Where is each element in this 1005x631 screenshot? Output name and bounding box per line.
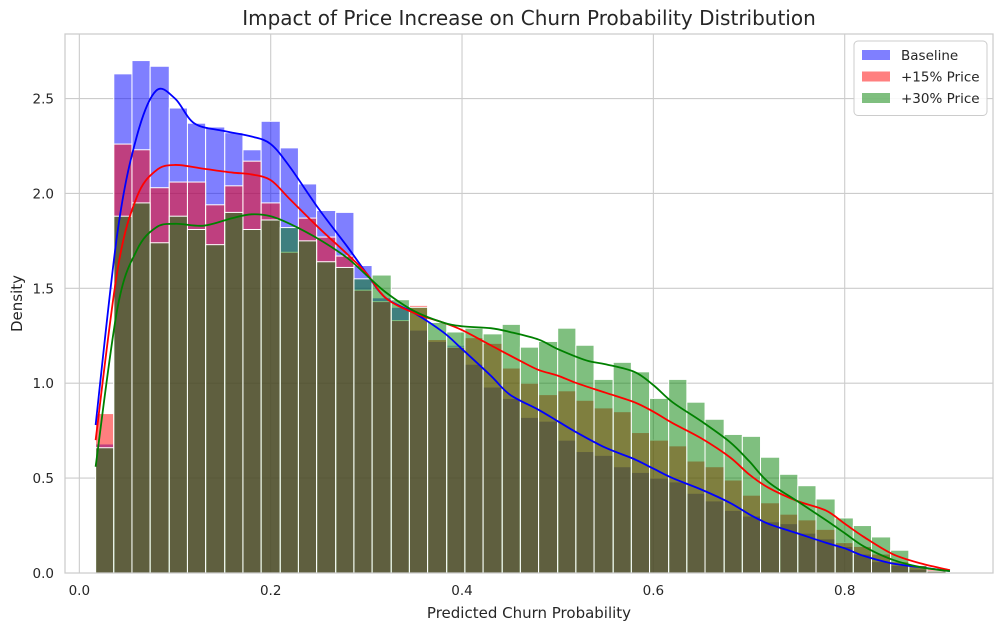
histogram-bar bbox=[168, 215, 188, 574]
histogram-bar bbox=[557, 327, 577, 574]
legend: Baseline +15% Price +30% Price bbox=[853, 40, 988, 116]
y-tick-label: 2.5 bbox=[33, 92, 54, 108]
y-axis-label: Density bbox=[8, 275, 26, 332]
histogram-bar bbox=[335, 266, 355, 574]
histogram-bar bbox=[390, 299, 410, 574]
histogram-bar bbox=[131, 202, 151, 574]
histogram-bar bbox=[316, 261, 337, 574]
histogram-bar bbox=[224, 211, 244, 574]
histogram-bar bbox=[427, 321, 448, 574]
x-tick-label: 0.0 bbox=[69, 583, 90, 599]
histogram-bar bbox=[519, 346, 540, 574]
histogram-bar bbox=[242, 228, 262, 574]
bars-30-price bbox=[95, 202, 947, 574]
y-tick-label: 1.0 bbox=[33, 376, 54, 392]
y-tick-label: 0.0 bbox=[33, 566, 54, 582]
kde-line-30-price bbox=[94, 213, 951, 572]
histogram-bar bbox=[408, 306, 429, 574]
legend-label: +30% Price bbox=[901, 91, 980, 107]
legend-label: +15% Price bbox=[901, 70, 980, 86]
histogram-bar bbox=[593, 378, 614, 574]
y-tick-label: 0.5 bbox=[33, 471, 54, 487]
histogram-bar bbox=[205, 244, 226, 574]
histogram-bar bbox=[482, 333, 503, 574]
y-tick-label: 2.0 bbox=[33, 186, 54, 202]
histogram-bar bbox=[95, 447, 115, 574]
histogram-bar bbox=[538, 340, 559, 574]
y-axis-ticks: 0.0 0.5 1.0 1.5 2.0 2.5 bbox=[33, 92, 54, 582]
histogram-bars bbox=[95, 60, 947, 574]
histogram-bar bbox=[797, 485, 817, 574]
x-tick-label: 0.4 bbox=[451, 583, 472, 599]
x-axis-label: Predicted Churn Probability bbox=[427, 604, 631, 622]
histogram-bar bbox=[260, 219, 281, 574]
legend-swatch bbox=[862, 71, 890, 82]
histogram-bar bbox=[446, 331, 466, 574]
kde-line-baseline bbox=[94, 87, 951, 572]
x-tick-label: 0.8 bbox=[834, 583, 855, 599]
legend-label: Baseline bbox=[901, 48, 958, 64]
legend-swatch bbox=[862, 93, 890, 103]
histogram-bar bbox=[779, 473, 799, 574]
histogram-bar bbox=[668, 378, 688, 574]
histogram-bar bbox=[186, 228, 207, 574]
histogram-bar bbox=[279, 227, 299, 574]
histogram-bar bbox=[501, 323, 521, 574]
histogram-bar bbox=[297, 240, 318, 574]
kde-curves bbox=[94, 87, 951, 572]
histogram-bar bbox=[371, 274, 392, 574]
legend-swatch bbox=[862, 50, 890, 60]
histogram-bar bbox=[760, 456, 781, 574]
x-axis-ticks: 0.0 0.2 0.4 0.6 0.8 bbox=[69, 583, 856, 599]
chart-title: Impact of Price Increase on Churn Probab… bbox=[242, 6, 816, 30]
histogram-bar bbox=[575, 344, 595, 574]
y-tick-label: 1.5 bbox=[33, 281, 54, 297]
histogram-bar bbox=[612, 361, 632, 574]
histogram-bar bbox=[353, 278, 373, 574]
x-tick-label: 0.6 bbox=[643, 583, 664, 599]
histogram-bar bbox=[649, 397, 670, 574]
histogram-bar bbox=[149, 242, 170, 574]
histogram-bar bbox=[113, 215, 133, 574]
x-tick-label: 0.2 bbox=[260, 583, 281, 599]
plot-frame bbox=[64, 33, 994, 574]
